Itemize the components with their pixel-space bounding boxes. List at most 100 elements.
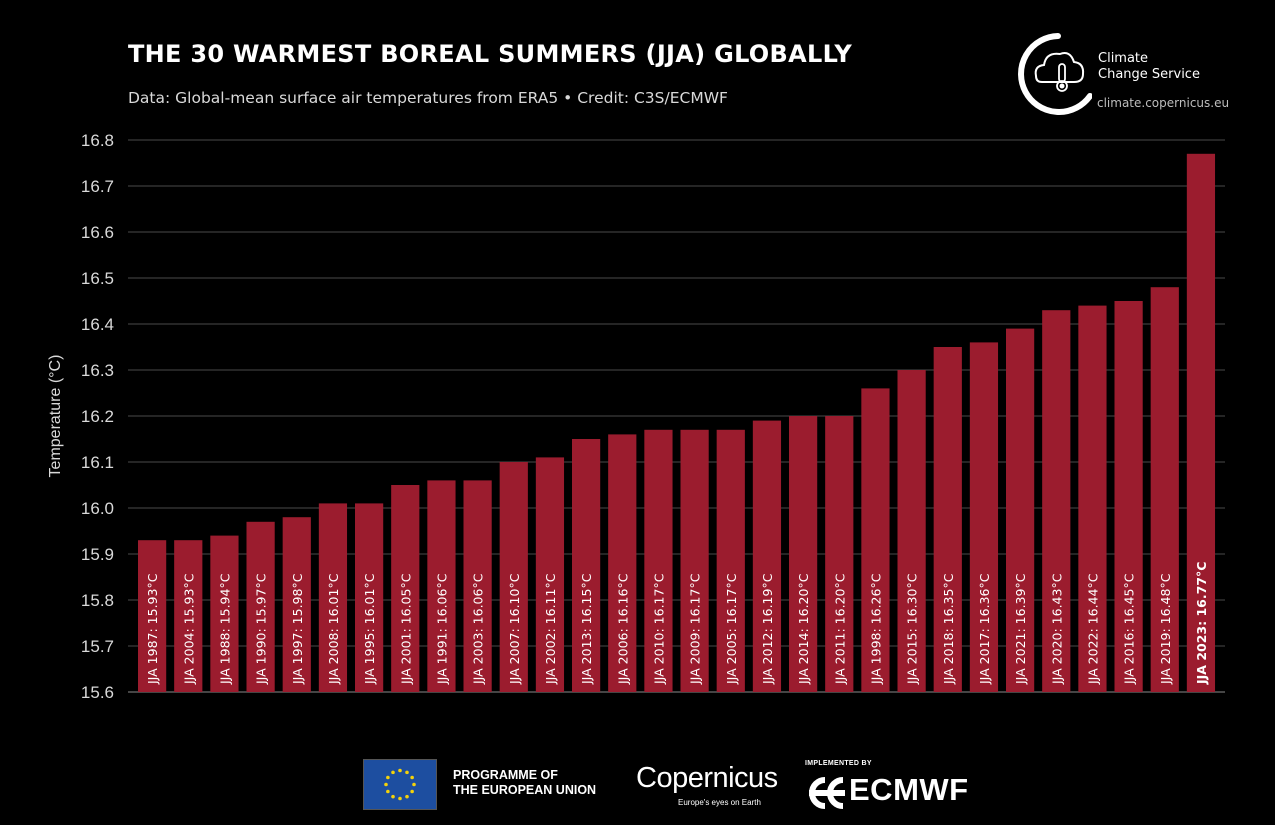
bar-label: JJA 2019: 16.48°C (1158, 573, 1173, 685)
y-axis-label: Temperature (°C) (47, 355, 64, 478)
bar-label: JJA 2008: 16.01°C (326, 573, 341, 685)
bar-label: JJA 2011: 16.20°C (832, 573, 847, 685)
bar (1078, 305, 1107, 692)
ecmwf-implemented-by: IMPLEMENTED BY (805, 760, 872, 767)
bar-label: JJA 2017: 16.36°C (977, 573, 992, 685)
bar-label: JJA 1990: 15.97°C (254, 573, 269, 685)
eu-star (391, 794, 395, 799)
eu-star (398, 768, 402, 773)
y-tick-label: 16.1 (81, 453, 114, 472)
bar (210, 535, 239, 692)
bar (463, 480, 492, 692)
eu-star (386, 775, 390, 780)
ecmwf-symbol-icon (809, 777, 845, 809)
bar (608, 434, 637, 692)
bar-label: JJA 2018: 16.35°C (941, 573, 956, 685)
eu-star (405, 794, 409, 799)
bar (1006, 328, 1035, 692)
copernicus-logo: Copernicus Europe's eyes on Earth (636, 758, 778, 812)
bar-label: JJA 2003: 16.06°C (471, 573, 486, 685)
bar (138, 540, 167, 692)
bar (1186, 153, 1216, 693)
c3s-url[interactable]: climate.copernicus.eu (1097, 96, 1230, 110)
bar-label: JJA 2020: 16.43°C (1049, 573, 1064, 685)
bar (391, 485, 420, 692)
y-tick-label: 16.7 (81, 177, 114, 196)
c3s-name: Climate Change Service (1098, 51, 1200, 83)
bar-label: JJA 2004: 15.93°C (181, 573, 196, 685)
bar (535, 457, 565, 692)
y-tick-label: 15.8 (81, 591, 114, 610)
chart-title: THE 30 WARMEST BOREAL SUMMERS (JJA) GLOB… (128, 40, 853, 68)
eu-line1: PROGRAMME OF (453, 768, 558, 782)
bar (680, 429, 709, 692)
c3s-name-line1: Climate (1098, 51, 1149, 66)
bars (138, 153, 1216, 693)
y-tick-labels: 15.6 15.7 15.8 15.9 16.0 16.1 16.2 16.3 16.4 16.5… (81, 131, 114, 702)
bar (499, 462, 528, 692)
y-tick-label: 16.2 (81, 407, 114, 426)
bar-label: JJA 1997: 15.98°C (290, 573, 305, 685)
eu-star (384, 782, 388, 787)
bar (969, 342, 999, 692)
bar (572, 439, 601, 692)
bar (1042, 310, 1071, 692)
eu-star (386, 789, 390, 794)
y-tick-label: 16.0 (81, 499, 114, 518)
bar (897, 370, 926, 692)
bar-label: JJA 2009: 16.17°C (688, 573, 703, 685)
bar (355, 503, 384, 692)
ecmwf-logo: IMPLEMENTED BY ECMWF (805, 760, 995, 810)
bar-label: JJA 1991: 16.06°C (434, 573, 449, 685)
bar-label: JJA 2016: 16.45°C (1122, 573, 1137, 685)
bar-label: JJA 2021: 16.39°C (1013, 573, 1028, 685)
y-tick-label: 15.6 (81, 683, 114, 702)
eu-line2: THE EUROPEAN UNION (453, 783, 597, 797)
eu-star (412, 782, 416, 787)
bar (789, 416, 818, 692)
eu-flag-icon (363, 759, 437, 810)
bar-label: JJA 2002: 16.11°C (543, 573, 558, 685)
bar-label: JJA 2015: 16.30°C (905, 573, 920, 685)
bar-label: JJA 2013: 16.15°C (579, 573, 594, 685)
bar-label: JJA 1998: 16.26°C (868, 573, 883, 685)
bar (427, 480, 456, 692)
eu-star (391, 770, 395, 775)
eu-star (410, 775, 414, 780)
bar (318, 503, 348, 692)
bar-label: JJA 2012: 16.19°C (760, 573, 775, 685)
eu-star (410, 789, 414, 794)
y-tick-label: 16.6 (81, 223, 114, 242)
c3s-name-line2: Change Service (1098, 67, 1200, 82)
ecmwf-name: ECMWF (849, 772, 969, 807)
copernicus-name: Copernicus (636, 762, 778, 794)
bar (861, 388, 890, 692)
bar (246, 521, 275, 692)
bar (1114, 301, 1143, 692)
copernicus-tagline: Europe's eyes on Earth (678, 798, 761, 807)
bar (174, 540, 203, 692)
bar (1150, 287, 1179, 692)
y-tick-label: 16.5 (81, 269, 114, 288)
c3s-logo: Climate Change Service climate.copernicu… (1012, 30, 1242, 120)
bar-label: JJA 1987: 15.93°C (145, 573, 160, 685)
c3s-globe-icon (1018, 33, 1092, 115)
eu-star (398, 796, 402, 801)
bar (825, 416, 854, 692)
bar-labels: JJA 1987: 15.93°C JJA 2004: 15.93°C JJA 19… (145, 562, 1209, 685)
chart-subtitle: Data: Global-mean surface air temperatur… (128, 89, 728, 107)
bar (933, 347, 962, 692)
y-tick-label: 16.8 (81, 131, 114, 150)
bar-label: JJA 2022: 16.44°C (1085, 573, 1100, 685)
bar-label: JJA 2006: 16.16°C (615, 573, 630, 685)
y-tick-label: 15.9 (81, 545, 114, 564)
y-tick-label: 16.4 (81, 315, 114, 334)
bar-label: JJA 2007: 16.10°C (507, 573, 522, 685)
eu-programme-text: PROGRAMME OF THE EUROPEAN UNION (453, 768, 596, 798)
bar-label: JJA 2005: 16.17°C (724, 573, 739, 685)
bar-label: JJA 2014: 16.20°C (796, 573, 811, 685)
bar-label: JJA 2001: 16.05°C (398, 573, 413, 685)
bar (752, 420, 782, 692)
y-tick-label: 15.7 (81, 637, 114, 656)
bar-label: JJA 2023: 16.77°C (1194, 562, 1209, 685)
